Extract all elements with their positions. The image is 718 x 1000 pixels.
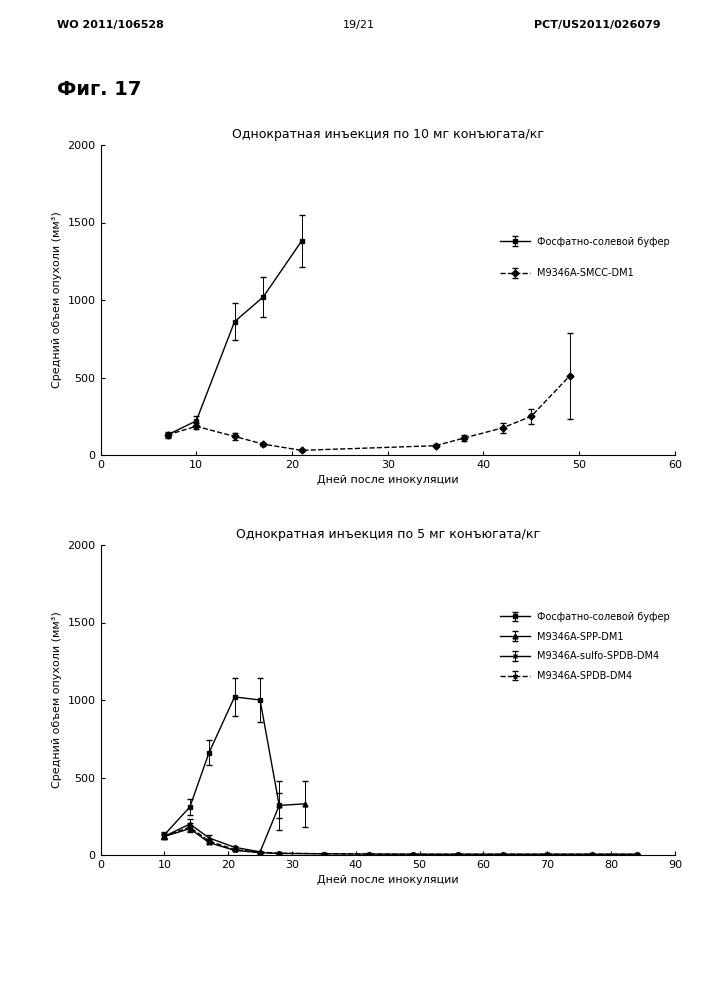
Text: Фиг. 17: Фиг. 17 (57, 80, 142, 99)
Title: Однократная инъекция по 10 мг конъюгата/кг: Однократная инъекция по 10 мг конъюгата/… (232, 128, 544, 141)
Y-axis label: Средний объем опухоли (мм³): Средний объем опухоли (мм³) (52, 212, 62, 388)
Text: PCT/US2011/026079: PCT/US2011/026079 (534, 20, 661, 30)
Text: WO 2011/106528: WO 2011/106528 (57, 20, 164, 30)
Y-axis label: Средний объем опухоли (мм³): Средний объем опухоли (мм³) (52, 612, 62, 788)
Title: Однократная инъекция по 5 мг конъюгата/кг: Однократная инъекция по 5 мг конъюгата/к… (236, 528, 540, 541)
Legend: Фосфатно-солевой буфер, M9346A-SPP-DM1, M9346A-sulfo-SPDB-DM4, M9346A-SPDB-DM4: Фосфатно-солевой буфер, M9346A-SPP-DM1, … (500, 612, 670, 681)
X-axis label: Дней после инокуляции: Дней после инокуляции (317, 875, 459, 885)
Text: 19/21: 19/21 (343, 20, 375, 30)
Legend: Фосфатно-солевой буфер, M9346A-SMCC-DM1: Фосфатно-солевой буфер, M9346A-SMCC-DM1 (500, 237, 670, 278)
X-axis label: Дней после инокуляции: Дней после инокуляции (317, 475, 459, 485)
